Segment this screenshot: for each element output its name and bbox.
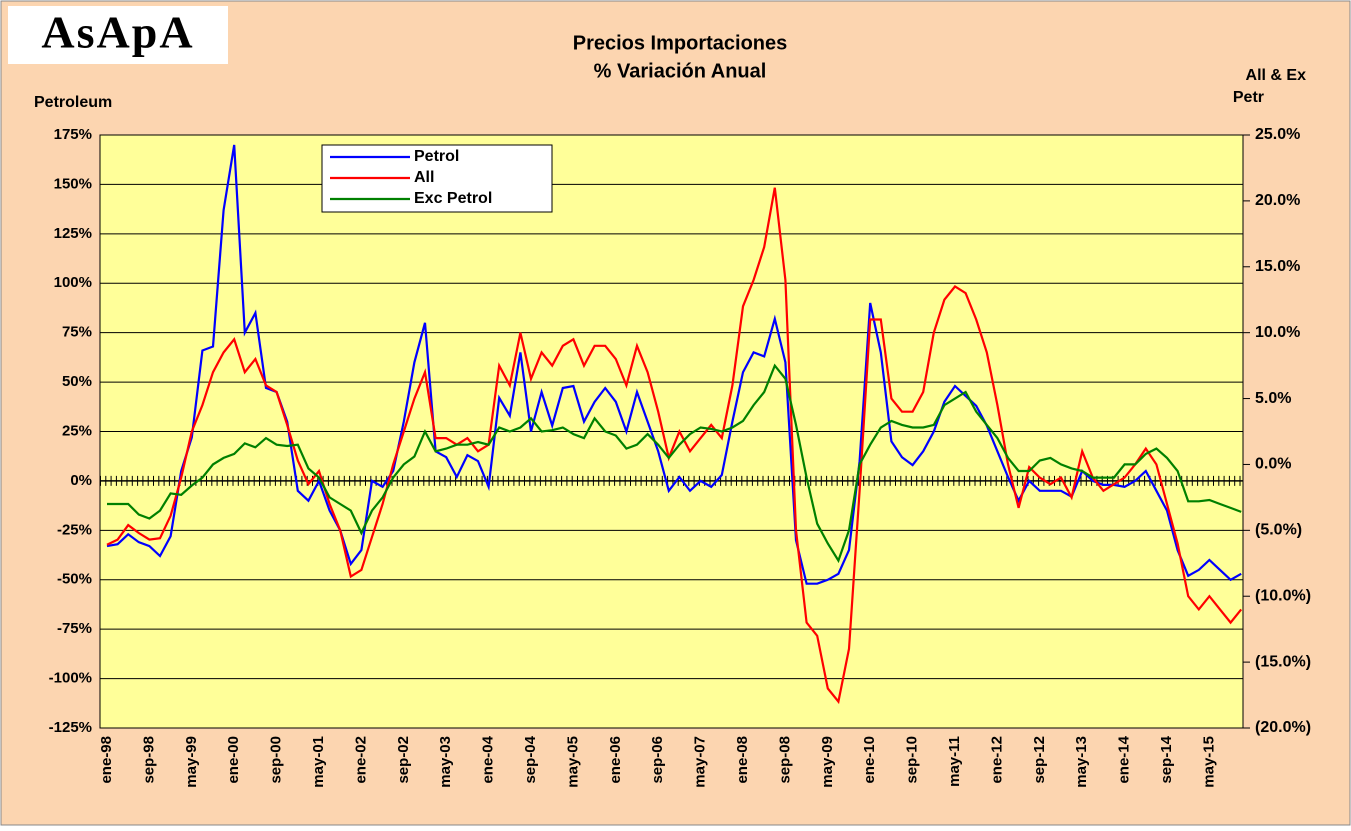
y-tick-label: 100% [54, 274, 92, 291]
y-tick-label: -75% [57, 620, 92, 637]
y-tick-label: 0% [70, 472, 92, 489]
x-tick-label: sep-06 [649, 736, 666, 784]
x-tick-label: may-99 [183, 736, 200, 788]
x-tick-label: sep-08 [776, 736, 793, 784]
chart-title: Precios Importaciones [573, 32, 788, 54]
y2-tick-label: 15.0% [1255, 258, 1300, 275]
chart-subtitle: % Variación Anual [594, 60, 767, 82]
x-tick-label: may-11 [946, 736, 963, 787]
y-tick-label: 50% [62, 373, 92, 390]
y2-axis-label: All & Ex [1246, 67, 1307, 84]
legend-label: Exc Petrol [414, 190, 492, 207]
y-tick-label: 175% [54, 126, 92, 143]
y2-tick-label: (15.0%) [1255, 653, 1311, 670]
x-tick-label: ene-04 [480, 735, 497, 783]
y2-tick-label: 20.0% [1255, 192, 1300, 209]
x-tick-label: sep-02 [395, 736, 412, 784]
y-tick-label: -125% [49, 719, 92, 736]
x-tick-label: ene-06 [607, 736, 624, 784]
line-series [106, 187, 1243, 705]
legend-label: Petrol [414, 148, 459, 165]
x-tick-label: ene-10 [861, 736, 878, 784]
y2-tick-label: 5.0% [1255, 390, 1291, 407]
x-tick-label: ene-98 [98, 736, 115, 784]
logo: AsApA [41, 7, 194, 58]
x-tick-label: sep-04 [522, 735, 539, 783]
y2-tick-label: 10.0% [1255, 324, 1300, 341]
y2-tick-label: (20.0%) [1255, 719, 1311, 736]
x-tick-label: ene-02 [352, 736, 369, 784]
x-tick-label: sep-12 [1031, 736, 1048, 784]
y-tick-label: -100% [49, 670, 92, 687]
x-tick-label: may-13 [1073, 736, 1090, 788]
y-tick-label: 125% [54, 225, 92, 242]
x-tick-label: ene-12 [988, 736, 1005, 784]
y-axis-label: Petroleum [34, 94, 112, 111]
y2-tick-label: 25.0% [1255, 126, 1300, 143]
y-tick-label: -50% [57, 571, 92, 588]
line-series [107, 363, 1242, 564]
y-tick-label: -25% [57, 521, 92, 538]
x-tick-label: ene-08 [734, 736, 751, 784]
line-series [106, 144, 1242, 585]
x-tick-label: may-09 [819, 736, 836, 788]
logo-box [8, 6, 228, 64]
y2-axis-label: Petr [1233, 89, 1264, 106]
x-tick-label: may-03 [437, 736, 454, 788]
x-tick-label: sep-14 [1158, 735, 1175, 783]
x-tick-label: ene-14 [1116, 735, 1133, 783]
x-tick-label: sep-00 [268, 736, 285, 784]
x-tick-label: ene-00 [225, 736, 242, 784]
y2-tick-label: (5.0%) [1255, 522, 1302, 539]
x-tick-label: may-01 [310, 736, 327, 788]
x-tick-label: may-07 [692, 736, 709, 788]
x-tick-label: sep-10 [904, 736, 921, 784]
legend-label: All [414, 169, 434, 186]
y2-tick-label: (10.0%) [1255, 587, 1311, 604]
y-tick-label: 150% [54, 175, 92, 192]
x-tick-label: may-15 [1200, 736, 1217, 788]
y-tick-label: 75% [62, 324, 92, 341]
x-tick-label: sep-98 [140, 736, 157, 784]
y-tick-label: 25% [62, 422, 92, 439]
y2-tick-label: 0.0% [1255, 456, 1291, 473]
x-tick-label: may-05 [564, 736, 581, 788]
